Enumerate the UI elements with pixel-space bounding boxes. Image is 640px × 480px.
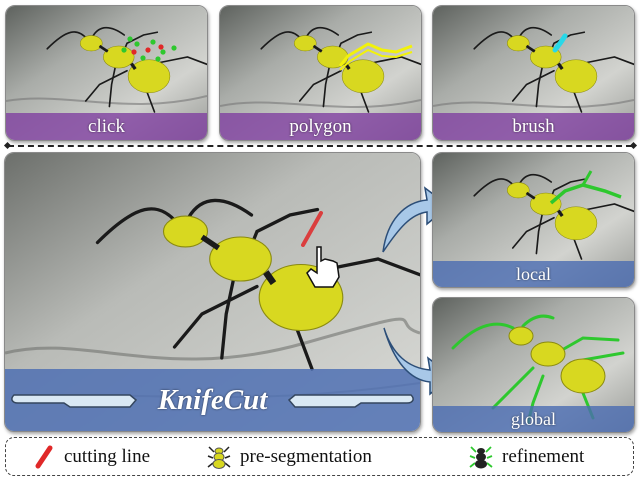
polygon-panel: polygon xyxy=(219,5,422,141)
local-panel: local xyxy=(432,152,635,288)
click-points xyxy=(121,36,177,62)
legend-label-pre-segmentation: pre-segmentation xyxy=(240,446,372,467)
knife-right-icon xyxy=(288,394,415,408)
legend-label-refinement: refinement xyxy=(502,446,585,467)
cutting-line-icon xyxy=(35,445,53,469)
legend-label-cutting-line: cutting line xyxy=(64,446,151,467)
brush-stroke xyxy=(552,33,568,53)
main-title-band: KnifeCut xyxy=(5,369,420,431)
click-panel: click xyxy=(5,5,208,141)
cut-stroke xyxy=(301,211,323,247)
global-panel: global xyxy=(432,297,635,433)
hand-cursor-icon xyxy=(306,246,340,288)
main-title: KnifeCut xyxy=(157,383,268,416)
divider-end-right xyxy=(629,141,638,150)
main-panel: KnifeCut xyxy=(4,152,421,432)
yellow-ant-icon xyxy=(207,446,231,469)
polygon-label: polygon xyxy=(220,113,421,140)
brush-label: brush xyxy=(433,113,634,140)
legend-item-refinement: refinement xyxy=(468,444,584,470)
local-label: local xyxy=(433,261,634,287)
section-divider xyxy=(8,145,632,147)
polygon-stroke xyxy=(338,42,413,67)
knife-left-icon xyxy=(10,394,137,408)
legend-item-cutting-line: cutting line xyxy=(34,444,150,470)
brush-panel: brush xyxy=(432,5,635,141)
legend: cutting line pre-segmentation refine xyxy=(5,437,634,476)
legend-item-pre-segmentation: pre-segmentation xyxy=(206,444,372,470)
global-label: global xyxy=(433,406,634,432)
click-label: click xyxy=(6,113,207,140)
divider-end-left xyxy=(3,141,12,150)
green-ant-icon xyxy=(469,446,493,469)
